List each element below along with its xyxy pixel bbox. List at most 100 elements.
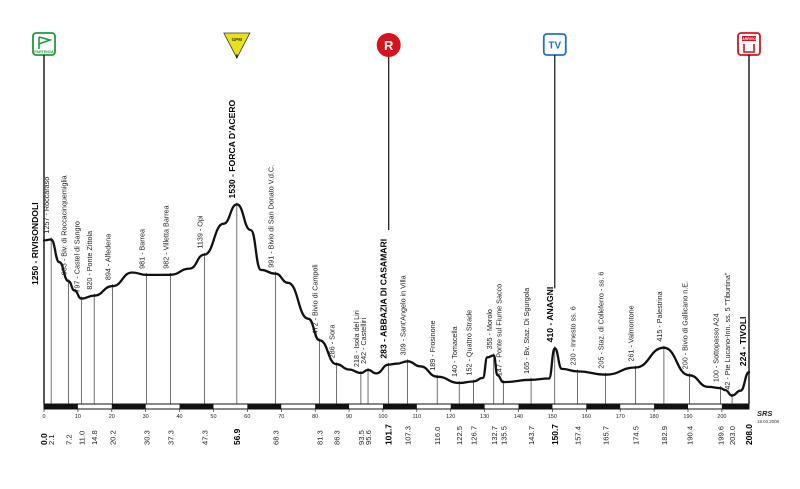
point-label: 991 - Bivio di San Donato V.d.C. <box>266 165 275 268</box>
axis-tick-label: 200 <box>717 414 726 420</box>
finish-banner <box>742 36 756 41</box>
point-label: 472 - Bivio di Campoli <box>311 264 320 334</box>
axis-tick-label: 90 <box>346 414 352 420</box>
km-labels: 0.02.1 7.2 11.0 14.8 20.2 30.3 37.3 47.3 56.9 68.… <box>39 424 754 445</box>
point-label: 100 - Sottopasso A24 <box>712 313 721 382</box>
point-label: 200 - Bivio di Gallicano n.E. <box>680 281 689 369</box>
gpm-triangle <box>223 32 251 59</box>
axis-tick-label: 60 <box>244 414 250 420</box>
axis-bar-block <box>721 404 749 409</box>
axis-tick-label: 160 <box>582 414 591 420</box>
axis-tick-label: 40 <box>177 414 183 420</box>
tv-text: TV <box>548 41 561 52</box>
point-label: 981 - Barrea <box>138 229 147 269</box>
axis-tick-label: 170 <box>616 414 625 420</box>
brand-date: 18.03.2008 <box>757 419 780 424</box>
km-label: 47.3 <box>200 430 209 445</box>
km-label: 81.3 <box>316 430 325 445</box>
point-label: 797 - Castel di Sangro <box>72 221 81 293</box>
axis-bar: 0 10 20 30 40 50 60 70 80 90 100 110 120 130 140 150 160… <box>42 403 750 420</box>
km-label: 135.5 <box>499 426 508 445</box>
km-label: 182.9 <box>660 426 669 445</box>
axis-tick-label: 110 <box>412 414 421 420</box>
km-label: 190.4 <box>685 426 694 445</box>
start-flag-text: PARTENZA <box>34 50 54 54</box>
finish-glyph <box>743 44 755 53</box>
point-label: 933 - Biv. di Roccacinquemiglia <box>59 175 68 275</box>
axis-tick-label: 190 <box>683 414 692 420</box>
point-label: 230 - Innesto ss. 6 <box>569 306 578 365</box>
axis-tick-label: 180 <box>650 414 659 420</box>
km-label: 165.7 <box>602 426 611 445</box>
km-label: 199.6 <box>717 426 726 445</box>
km-label: 14.8 <box>90 430 99 445</box>
gpm-text: GPM <box>232 37 243 42</box>
km-label: 157.4 <box>574 426 583 445</box>
r-circle <box>376 33 401 57</box>
km-label: 2.1 <box>47 434 56 445</box>
point-label: 147 - Ponte sul Fiume Sacco <box>494 284 503 376</box>
point-label: 205 - Staz. di Colleferro - ss. 6 <box>597 272 606 369</box>
r-text: R <box>384 38 394 53</box>
km-label: 93.5 <box>357 430 366 445</box>
point-labels: 1257 - Roccaraso 933 - Biv. di Roccacinqu… <box>42 99 732 389</box>
km-label: 7.2 <box>64 434 73 445</box>
km-label: 174.5 <box>632 426 641 445</box>
axis-tick-label: 70 <box>278 414 284 420</box>
km-label: 68.3 <box>272 430 281 445</box>
km-label: 107.3 <box>404 426 413 445</box>
axis-tick-label: 30 <box>143 414 149 420</box>
point-label: 242 - Castelliri <box>359 318 368 364</box>
axis-bar-block <box>44 404 78 409</box>
axis-bar-block <box>450 404 485 409</box>
point-label: 218 - Isola del Liri <box>352 310 361 367</box>
point-label: 894 - Alfedena <box>104 234 113 280</box>
marker-lines <box>43 60 750 404</box>
tv-icon: TV <box>542 33 567 289</box>
point-label: 415 - Palestrina <box>655 291 664 341</box>
profile-line <box>42 203 751 397</box>
point-label-bold: 1530 - FORCA D'ACERO <box>227 99 237 198</box>
axis-tick-label: 0 <box>42 414 45 420</box>
axis-tick-label: 150 <box>548 414 557 420</box>
start-label: 1250 - RIVISONDOLI <box>30 202 40 285</box>
point-label: 820 - Ponte Zittola <box>85 231 94 290</box>
point-label-bold: 410 - ANAGNI <box>545 287 555 343</box>
point-label: 165 - Bv. Staz. Di Sgurgola <box>522 288 531 374</box>
point-label: 261 - Valmontone <box>626 305 635 361</box>
axis-tick-label: 100 <box>378 414 387 420</box>
km-label: 86.3 <box>333 430 342 445</box>
axis-bar-block <box>382 404 417 409</box>
brand-logo-text: SRS <box>757 409 772 418</box>
km-label-bold: 150.7 <box>550 424 560 445</box>
axis-tick-label: 10 <box>75 414 81 420</box>
axis-tick-label: 130 <box>480 414 489 420</box>
point-label: 1139 - Opi <box>195 215 204 248</box>
brand-logo: SRS 18.03.2008 <box>757 409 780 424</box>
axis-tick-label: 140 <box>514 414 523 420</box>
axis-bar-block <box>654 404 688 409</box>
end-label: 224 - TIVOLI <box>738 317 748 367</box>
km-label-bold: 208.0 <box>744 424 754 445</box>
point-label: 355 - Morolo <box>485 309 494 349</box>
axis-bar-block <box>179 404 214 409</box>
km-label: 37.3 <box>166 430 175 445</box>
km-label: 116.0 <box>433 427 442 445</box>
finish-text: ARRIVO <box>742 37 756 41</box>
point-label: 189 - Frosinone <box>428 320 437 370</box>
km-label: 122.5 <box>455 426 464 445</box>
axis-bar-block <box>111 404 146 409</box>
km-label-bold: 101.7 <box>384 424 394 445</box>
point-label: 152 - Quattro Strade <box>464 310 473 376</box>
km-label: 126.7 <box>469 426 478 445</box>
r-circle-icon: R <box>376 33 401 230</box>
point-label: 982 - Villetta Barrea <box>161 205 170 268</box>
axis-tick-label: 80 <box>312 414 318 420</box>
km-label: 132.7 <box>490 426 499 445</box>
point-label: 1257 - Roccaraso <box>42 177 51 234</box>
km-label: 11.0 <box>77 431 86 445</box>
axis-tick-label: 120 <box>446 414 455 420</box>
gpm-triangle-icon: GPM <box>223 32 251 59</box>
